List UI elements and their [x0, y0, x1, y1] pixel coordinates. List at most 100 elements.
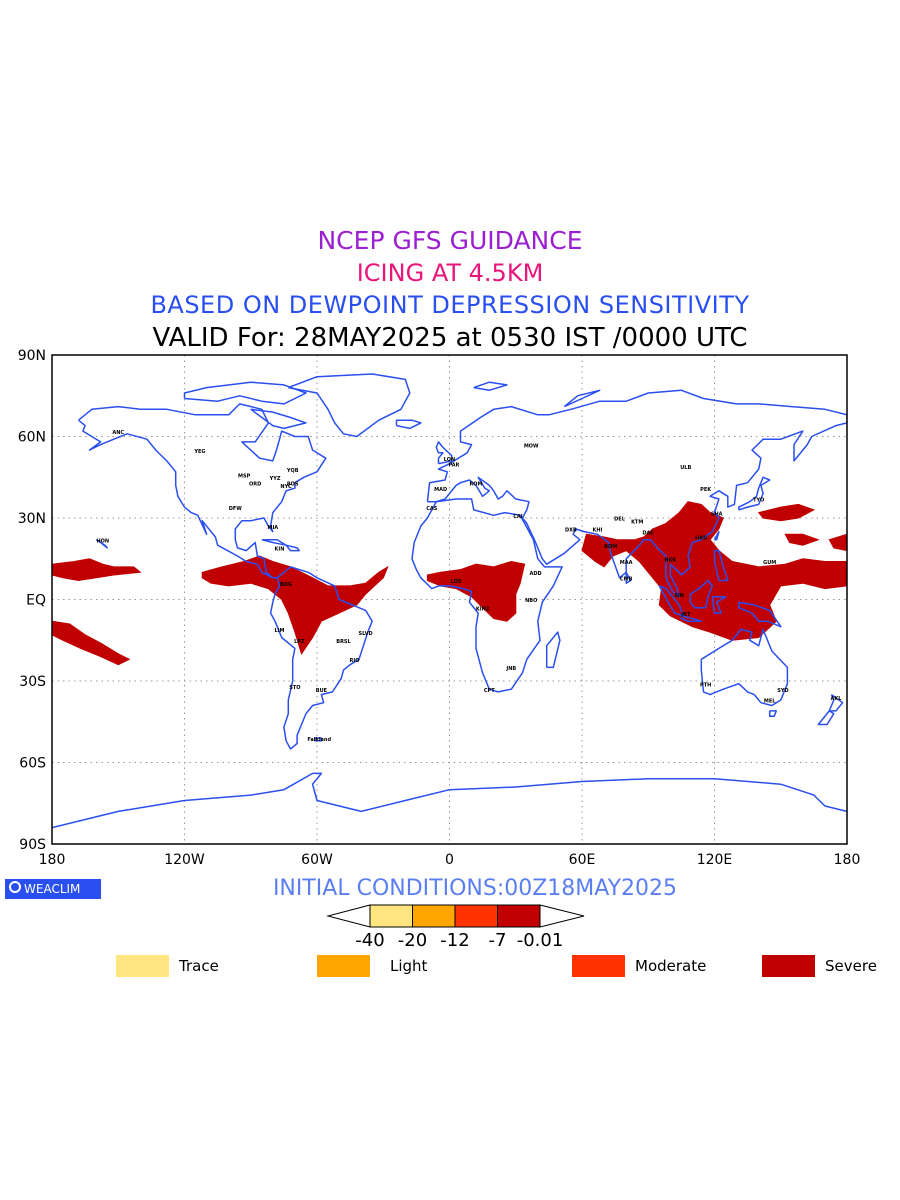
lon-tick-label: 180 — [834, 852, 861, 868]
legend-label: Trace — [179, 957, 219, 975]
station-label: DEL — [614, 517, 626, 523]
lat-tick-label: 30S — [19, 674, 46, 690]
station-label: KIN — [274, 547, 284, 553]
station-label: MAD — [434, 487, 447, 493]
initial-conditions-text: INITIAL CONDITIONS:00Z18MAY2025 — [272, 876, 678, 901]
coastline — [426, 389, 847, 598]
station-label: ORD — [249, 481, 261, 487]
coastline — [435, 441, 453, 465]
station-label: CAS — [426, 506, 438, 512]
station-label: MEL — [764, 699, 776, 705]
station-label: TYO — [753, 498, 764, 504]
station-label: DAC — [642, 530, 654, 536]
station-label: BRSL — [336, 639, 351, 645]
map-method-text: BASED ON DEWPOINT DEPRESSION SENSITIVITY — [150, 291, 750, 319]
legend-label: Severe — [825, 957, 877, 975]
lat-tick-label: 90S — [19, 837, 46, 853]
severe-icing-area — [757, 503, 816, 522]
severe-icing-area — [52, 558, 142, 582]
coastline — [738, 601, 782, 628]
severe-icing-area — [426, 560, 526, 622]
lat-tick-label: 60S — [19, 756, 46, 772]
station-label: YYZ — [269, 476, 281, 482]
coastline — [713, 549, 729, 582]
coastline — [250, 408, 307, 430]
coastline — [689, 579, 714, 609]
station-label: GUM — [763, 560, 776, 566]
station-label: LOS — [451, 579, 462, 585]
coastline — [183, 381, 307, 405]
map-frame — [51, 354, 848, 845]
station-label: HKG — [695, 536, 707, 542]
colorbar-tick-label: -20 — [398, 930, 427, 951]
lon-tick-label: 120E — [697, 852, 733, 868]
station-label: SLVD — [359, 631, 373, 637]
weaclim-logo: WEACLIM — [5, 879, 101, 899]
lat-tick-label: 30N — [18, 511, 46, 527]
station-label: RIO — [350, 658, 360, 664]
station-label: SIN — [674, 593, 684, 599]
station-label: ROM — [469, 481, 482, 487]
colorbar-left-arrow — [326, 904, 371, 928]
legend-swatch — [116, 955, 169, 977]
coastline — [680, 615, 703, 622]
coastline — [411, 498, 563, 693]
station-label: ADD — [530, 571, 542, 577]
station-label: SHA — [711, 511, 723, 517]
graticule — [52, 355, 847, 844]
coastline — [52, 772, 847, 829]
coastline — [768, 710, 778, 718]
lon-tick-label: 120W — [164, 852, 205, 868]
lon-tick-label: 60W — [301, 852, 333, 868]
station-label: KHI — [592, 528, 602, 534]
station-label: BOS — [287, 481, 299, 487]
icing-areas — [52, 501, 847, 666]
station-label: PEK — [700, 487, 712, 493]
severe-icing-area — [784, 533, 820, 546]
colorbar-tick-label: -40 — [355, 930, 384, 951]
legend-label: Light — [390, 957, 428, 975]
station-label: STO — [289, 685, 300, 691]
coastline — [545, 631, 561, 669]
station-label: BUE — [316, 688, 328, 694]
colorbar-tick-label: -7 — [489, 930, 507, 951]
station-label: NBO — [525, 598, 537, 604]
station-label: JNB — [505, 666, 516, 672]
station-label: LON — [444, 457, 455, 463]
station-label: PTH — [700, 682, 711, 688]
legend-swatch — [762, 955, 815, 977]
copyright-icon — [9, 881, 21, 893]
legend-label: Moderate — [635, 957, 707, 975]
coastlines — [52, 373, 847, 829]
severe-icing-area — [52, 620, 131, 666]
station-label: DFW — [229, 506, 243, 512]
station-label: ULB — [680, 465, 691, 471]
coastline — [700, 628, 789, 707]
station-label: JKT — [680, 612, 691, 618]
colorbar-box — [454, 904, 498, 928]
coastline — [95, 539, 108, 549]
coastline — [285, 544, 301, 552]
station-label: YQB — [286, 468, 299, 474]
station-label: CAI — [513, 514, 523, 520]
station-label: CMB — [620, 576, 633, 582]
lat-tick-label: 60N — [18, 430, 46, 446]
station-label: MSP — [238, 473, 251, 479]
logo-text: WEACLIM — [24, 882, 81, 896]
colorbar-box — [369, 904, 413, 928]
coastline — [473, 381, 508, 392]
coastline — [314, 737, 323, 742]
colorbar-box — [412, 904, 456, 928]
station-label: CPT — [484, 688, 495, 694]
coastline — [78, 403, 327, 579]
coastline — [713, 530, 720, 541]
lon-tick-label: 180 — [39, 852, 66, 868]
colorbar-tick-label: -0.01 — [517, 930, 564, 951]
coastline — [288, 373, 411, 438]
colorbar-box — [497, 904, 541, 928]
station-label: ANC — [112, 430, 124, 436]
station-label: DXB — [565, 528, 577, 534]
station-label: BOM — [604, 544, 617, 550]
